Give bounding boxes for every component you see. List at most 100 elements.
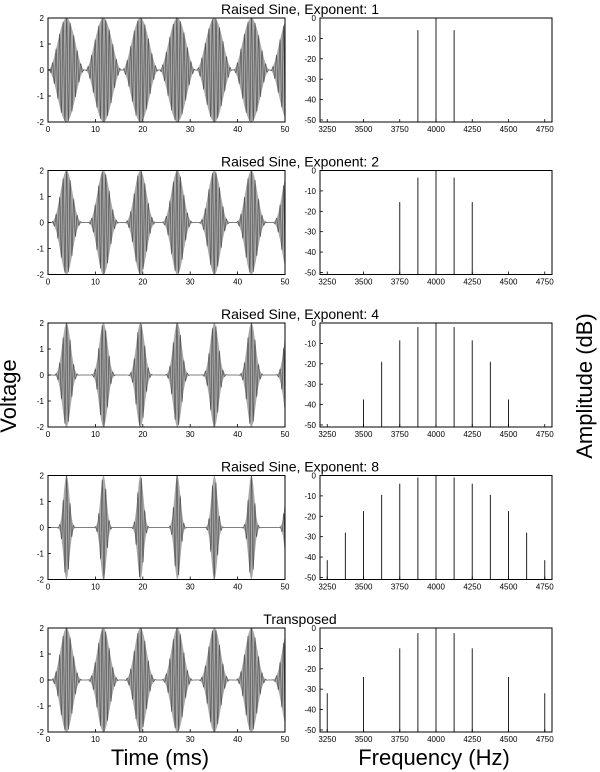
waveform-line xyxy=(48,169,286,276)
y-tick-label: 2 xyxy=(40,472,45,481)
time-axis-label: Time (ms) xyxy=(111,745,209,770)
x-tick-label: 3250 xyxy=(318,278,336,287)
y-tick-label: -30 xyxy=(304,228,316,237)
x-tick-label: 10 xyxy=(91,735,100,744)
amplitude-axis-label: Amplitude (dB) xyxy=(572,313,597,459)
y-tick-label: -40 xyxy=(304,401,316,410)
x-tick-label: 3500 xyxy=(355,125,373,134)
x-tick-label: 4750 xyxy=(536,125,554,134)
y-tick-label: -30 xyxy=(304,380,316,389)
y-tick-label: -2 xyxy=(37,423,45,432)
y-tick-label: -30 xyxy=(304,533,316,542)
x-tick-label: 4500 xyxy=(500,583,518,592)
y-tick-label: -2 xyxy=(37,271,45,280)
y-tick-label: -1 xyxy=(37,245,45,254)
y-tick-label: -50 xyxy=(304,268,316,277)
x-tick-label: 10 xyxy=(91,125,100,134)
y-tick-label: -20 xyxy=(304,207,316,216)
x-tick-label: 4000 xyxy=(427,735,445,744)
y-tick-label: -20 xyxy=(304,665,316,674)
chart-title: Raised Sine, Exponent: 8 xyxy=(221,459,379,475)
y-tick-label: 0 xyxy=(312,624,317,633)
y-tick-label: -30 xyxy=(304,75,316,84)
y-tick-label: -2 xyxy=(37,728,45,737)
y-tick-label: 0 xyxy=(40,371,45,380)
y-tick-label: -40 xyxy=(304,248,316,257)
x-tick-label: 30 xyxy=(186,735,195,744)
y-tick-label: 0 xyxy=(312,472,317,481)
x-tick-label: 0 xyxy=(46,278,51,287)
x-tick-label: 3750 xyxy=(391,125,409,134)
x-tick-label: 4750 xyxy=(536,583,554,592)
x-tick-label: 20 xyxy=(138,430,147,439)
x-tick-label: 30 xyxy=(186,430,195,439)
y-tick-label: 1 xyxy=(40,345,45,354)
y-tick-label: -10 xyxy=(304,492,316,501)
chart-title: Raised Sine, Exponent: 4 xyxy=(221,306,379,322)
waveform-line xyxy=(48,17,286,123)
x-tick-label: 50 xyxy=(281,125,290,134)
x-tick-label: 40 xyxy=(233,430,242,439)
x-tick-label: 40 xyxy=(233,583,242,592)
y-tick-label: -40 xyxy=(304,553,316,562)
x-tick-label: 4250 xyxy=(463,583,481,592)
x-tick-label: 3250 xyxy=(318,430,336,439)
x-tick-label: 20 xyxy=(138,278,147,287)
chart-row: Raised Sine, Exponent: 1 0 10 20 30 40 50 -2 -10… xyxy=(37,1,554,134)
y-tick-label: 2 xyxy=(40,319,45,328)
y-tick-label: -50 xyxy=(304,573,316,582)
x-tick-label: 3750 xyxy=(391,583,409,592)
chart-row: Raised Sine, Exponent: 40 10 20 30 40 50-2-10… xyxy=(37,306,554,439)
y-tick-label: -20 xyxy=(304,360,316,369)
y-tick-label: -1 xyxy=(37,397,45,406)
x-tick-label: 0 xyxy=(46,583,51,592)
waveform-line xyxy=(48,475,286,580)
chart-row: Raised Sine, Exponent: 80 10 20 30 40 50-2-10… xyxy=(37,459,554,592)
chart-rows: Raised Sine, Exponent: 10 10 20 30 40 50-2-10… xyxy=(37,1,554,744)
x-tick-label: 3750 xyxy=(391,278,409,287)
x-tick-label: 40 xyxy=(233,735,242,744)
chart-title: Raised Sine, Exponent: 1 xyxy=(221,1,379,17)
x-tick-label: 20 xyxy=(138,583,147,592)
x-tick-label: 3500 xyxy=(355,430,373,439)
y-tick-label: 2 xyxy=(40,624,45,633)
waveform-line xyxy=(48,323,286,427)
frequency-axis-label: Frequency (Hz) xyxy=(358,745,510,770)
x-tick-label: 3750 xyxy=(391,735,409,744)
x-tick-label: 50 xyxy=(281,430,290,439)
y-tick-label: -50 xyxy=(304,421,316,430)
x-tick-label: 3250 xyxy=(318,735,336,744)
x-tick-label: 20 xyxy=(138,125,147,134)
y-tick-label: 2 xyxy=(40,14,45,23)
y-tick-label: -1 xyxy=(37,702,45,711)
y-tick-label: -20 xyxy=(304,512,316,521)
chart-title: Transposed xyxy=(263,611,336,627)
x-tick-label: 4500 xyxy=(500,430,518,439)
chart-row: Raised Sine, Exponent: 20 10 20 30 40 50-2-10… xyxy=(37,154,554,287)
x-tick-label: 10 xyxy=(91,430,100,439)
y-tick-label: -10 xyxy=(304,34,316,43)
x-tick-label: 3250 xyxy=(318,583,336,592)
x-tick-label: 4000 xyxy=(427,430,445,439)
y-tick-label: -40 xyxy=(304,706,316,715)
voltage-axis-label: Voltage xyxy=(0,359,21,432)
y-tick-label: 1 xyxy=(40,40,45,49)
y-tick-label: -50 xyxy=(304,116,316,125)
y-tick-label: 0 xyxy=(312,319,317,328)
y-tick-label: -10 xyxy=(304,644,316,653)
x-tick-label: 0 xyxy=(46,125,51,134)
x-tick-label: 4250 xyxy=(463,278,481,287)
x-tick-label: 4500 xyxy=(500,125,518,134)
y-tick-label: 1 xyxy=(40,650,45,659)
x-tick-label: 30 xyxy=(186,278,195,287)
x-tick-label: 30 xyxy=(186,125,195,134)
x-tick-label: 4500 xyxy=(500,735,518,744)
x-tick-label: 4000 xyxy=(427,125,445,134)
y-tick-label: -50 xyxy=(304,726,316,735)
y-tick-label: -2 xyxy=(37,118,45,127)
x-tick-label: 40 xyxy=(233,125,242,134)
chart-title: Raised Sine, Exponent: 2 xyxy=(221,154,379,170)
y-tick-label: 0 xyxy=(40,524,45,533)
x-tick-label: 3500 xyxy=(355,278,373,287)
x-tick-label: 50 xyxy=(281,735,290,744)
